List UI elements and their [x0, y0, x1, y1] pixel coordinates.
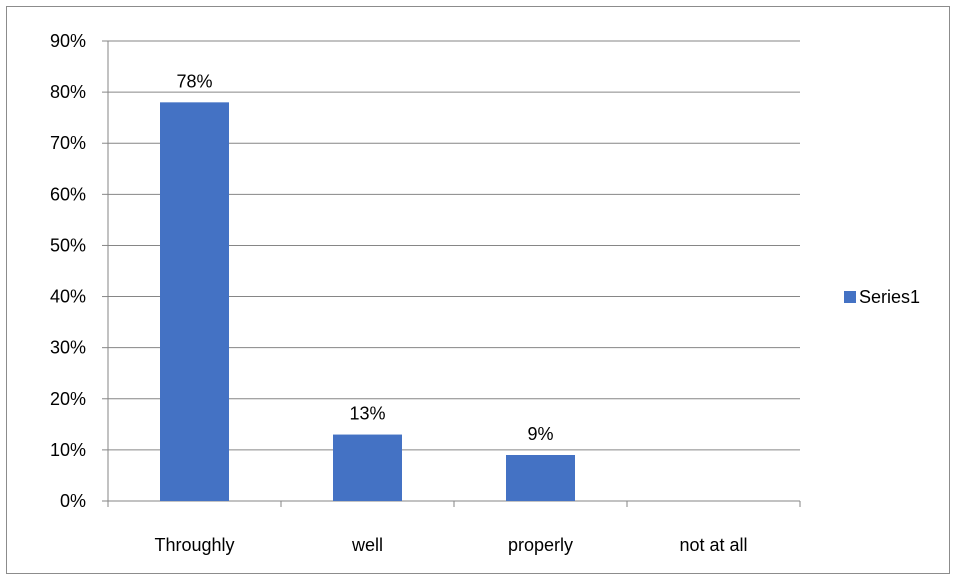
y-tick-label: 30%	[50, 338, 86, 358]
x-tick-label: not at all	[679, 535, 747, 555]
legend-label: Series1	[859, 287, 920, 307]
y-tick-label: 90%	[50, 31, 86, 51]
bar-properly	[506, 455, 575, 501]
y-tick-label: 80%	[50, 82, 86, 102]
y-tick-label: 0%	[60, 491, 86, 511]
y-tick-label: 70%	[50, 133, 86, 153]
x-tick-label: properly	[508, 535, 573, 555]
legend: Series1	[844, 287, 920, 307]
y-tick-label: 50%	[50, 235, 86, 255]
legend-swatch	[844, 291, 856, 303]
x-tick-label: well	[351, 535, 383, 555]
bars	[160, 102, 575, 501]
y-tick-label: 20%	[50, 389, 86, 409]
axes: 0% 10% 20% 30% 40% 50% 60% 70% 80% 90% Throughly we…	[50, 31, 801, 555]
bar-throughly	[160, 102, 229, 501]
x-tick-label: Throughly	[154, 535, 234, 555]
y-tick-label: 40%	[50, 287, 86, 307]
data-label: 9%	[527, 424, 553, 444]
data-labels: 78% 13% 9%	[176, 71, 553, 444]
y-tick-label: 10%	[50, 440, 86, 460]
data-label: 78%	[176, 71, 212, 91]
y-tick-label: 60%	[50, 184, 86, 204]
data-label: 13%	[349, 404, 385, 424]
bar-well	[333, 434, 402, 501]
